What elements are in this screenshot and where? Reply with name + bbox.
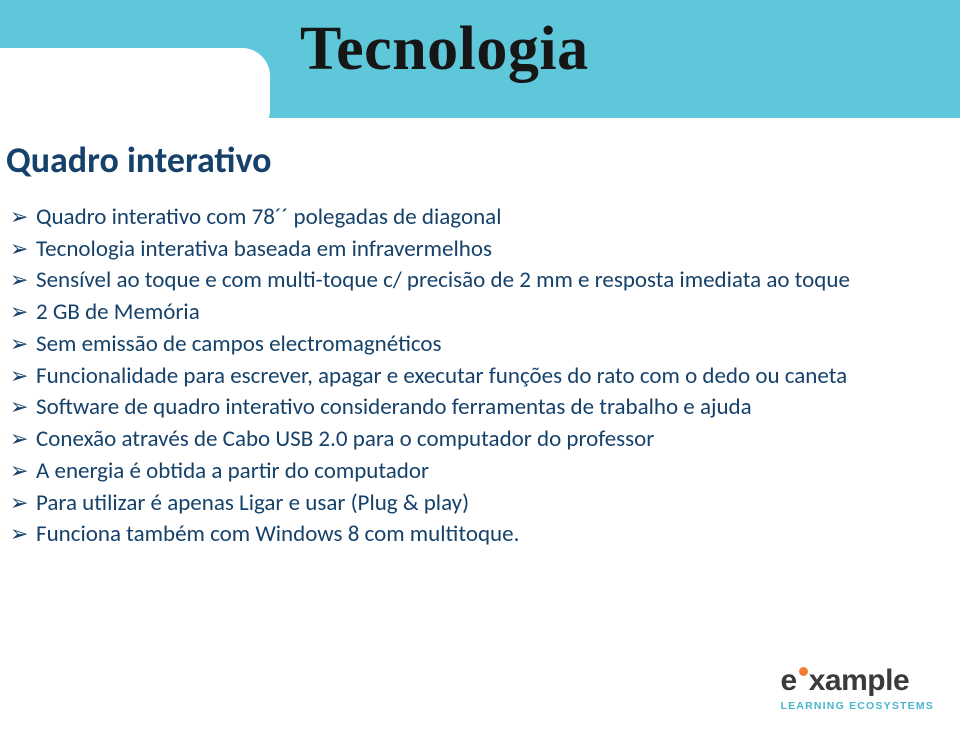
- logo-letter: l: [885, 664, 893, 697]
- list-item: Conexão através de Cabo USB 2.0 para o c…: [10, 424, 940, 456]
- banner-tab: [0, 48, 270, 138]
- list-item: Sensível ao toque e com multi-toque c/ p…: [10, 265, 940, 297]
- list-item: Funciona também com Windows 8 com multit…: [10, 519, 940, 551]
- bullet-list: Quadro interativo com 78´´ polegadas de …: [10, 202, 940, 551]
- logo-letter: a: [825, 664, 841, 697]
- logo-letter: e: [893, 664, 909, 697]
- banner-title: Tecnologia: [300, 14, 589, 85]
- list-item: Para utilizar é apenas Ligar e usar (Plu…: [10, 488, 940, 520]
- list-item: Tecnologia interativa baseada em infrave…: [10, 234, 940, 266]
- banner: Tecnologia: [0, 0, 960, 118]
- list-item: Quadro interativo com 78´´ polegadas de …: [10, 202, 940, 234]
- logo-letter: p: [867, 664, 885, 697]
- logo-subtitle: LEARNING ECOSYSTEMS: [781, 700, 934, 712]
- slide-page: Tecnologia Quadro interativo Quadro inte…: [0, 0, 960, 730]
- logo-letter: x: [809, 664, 825, 697]
- list-item: Sem emissão de campos electromagnéticos: [10, 329, 940, 361]
- list-item: 2 GB de Memória: [10, 297, 940, 329]
- list-item: Funcionalidade para escrever, apagar e e…: [10, 361, 940, 393]
- logo-letter: m: [841, 664, 867, 697]
- brand-logo: example LEARNING ECOSYSTEMS: [781, 664, 934, 712]
- section-title: Quadro interativo: [6, 138, 272, 182]
- list-item: Software de quadro interativo consideran…: [10, 392, 940, 424]
- list-item: A energia é obtida a partir do computado…: [10, 456, 940, 488]
- logo-letter: e: [781, 664, 797, 697]
- logo-dot-icon: [799, 667, 808, 676]
- logo-main: example: [781, 664, 934, 698]
